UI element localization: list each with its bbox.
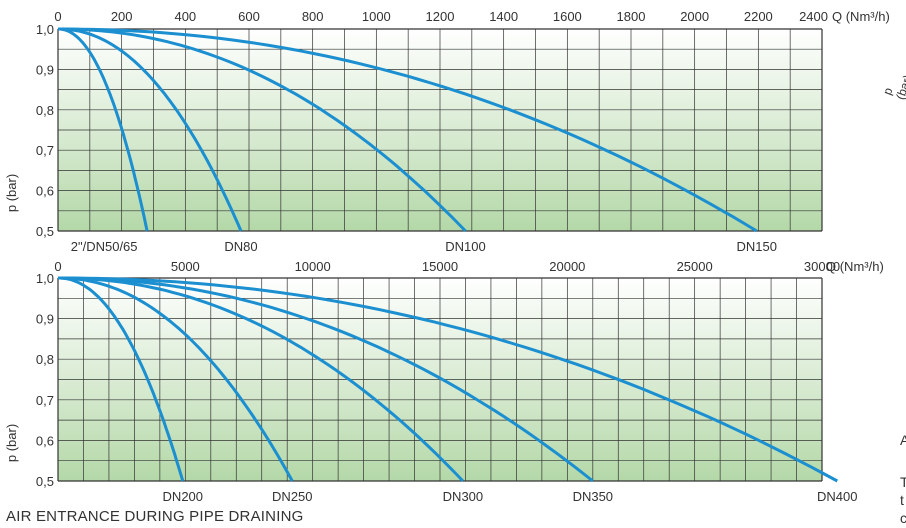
x-tick-label: 1200	[426, 9, 455, 24]
curve-label: DN100	[445, 239, 485, 254]
y-axis-label: p (bar)	[4, 174, 19, 212]
x-tick-label: 1400	[489, 9, 518, 24]
y-tick-label: 0,5	[36, 224, 54, 239]
y-tick-label: 0,6	[36, 184, 54, 199]
curve-label: DN200	[163, 489, 203, 504]
y-tick-label: 0,5	[36, 474, 54, 489]
x-tick-label: 800	[302, 9, 324, 24]
curve-dn300	[58, 276, 464, 483]
x-tick-label: 1800	[617, 9, 646, 24]
x-tick-label: 0	[54, 259, 61, 274]
y-tick-label: 0,8	[36, 352, 54, 367]
curve-dn400	[58, 276, 839, 483]
curve-label: 2"/DN50/65	[71, 239, 138, 254]
y-tick-label: 0,6	[36, 433, 54, 448]
x-tick-label: 600	[238, 9, 260, 24]
x-tick-label: 200	[111, 9, 133, 24]
y-tick-label: 1,0	[36, 271, 54, 286]
edge-letter-t1: T	[900, 474, 906, 490]
x-tick-label: 10000	[295, 259, 331, 274]
y-tick-label: 0,7	[36, 143, 54, 158]
x-tick-label: 0	[54, 9, 61, 24]
edge-letter-a: A	[900, 432, 906, 448]
y-tick-label: 0,8	[36, 103, 54, 118]
curve-dn250	[58, 276, 294, 482]
curve-dn350	[58, 276, 594, 483]
x-tick-label: 25000	[677, 259, 713, 274]
x-tick-label: 15000	[422, 259, 458, 274]
x-tick-label: 30000	[804, 259, 840, 274]
curve-dn100	[58, 27, 467, 233]
x-tick-label: 20000	[549, 259, 585, 274]
curve-label: DN80	[224, 239, 257, 254]
curve-dn200	[58, 276, 185, 482]
x-tick-label: 2200	[744, 9, 773, 24]
y-tick-label: 0,9	[36, 62, 54, 77]
edge-letter-c: c	[900, 510, 906, 526]
x-tick-label: 1000	[362, 9, 391, 24]
x-axis-label: Q (Nm³/h)	[826, 259, 884, 274]
y-tick-label: 0,7	[36, 393, 54, 408]
curve-label: DN400	[817, 489, 857, 504]
x-tick-label: 1600	[553, 9, 582, 24]
curve-2dn5065	[58, 27, 149, 232]
figure-caption: AIR ENTRANCE DURING PIPE DRAINING	[6, 508, 304, 525]
curve-dn150	[58, 27, 758, 233]
y-tick-label: 0,9	[36, 312, 54, 327]
curve-label: DN300	[443, 489, 483, 504]
edge-letter-t2: t	[900, 492, 904, 508]
x-tick-label: 2000	[680, 9, 709, 24]
x-axis-label: Q (Nm³/h)	[832, 9, 890, 24]
x-tick-label: 2400	[799, 9, 828, 24]
x-tick-label: 5000	[171, 259, 200, 274]
curve-dn80	[58, 27, 243, 232]
y-tick-label: 1,0	[36, 22, 54, 37]
y-axis-label: p (bar)	[4, 424, 19, 462]
curve-label: DN350	[573, 489, 613, 504]
curve-label: DN150	[737, 239, 777, 254]
curve-label: DN250	[272, 489, 312, 504]
x-tick-label: 400	[174, 9, 196, 24]
